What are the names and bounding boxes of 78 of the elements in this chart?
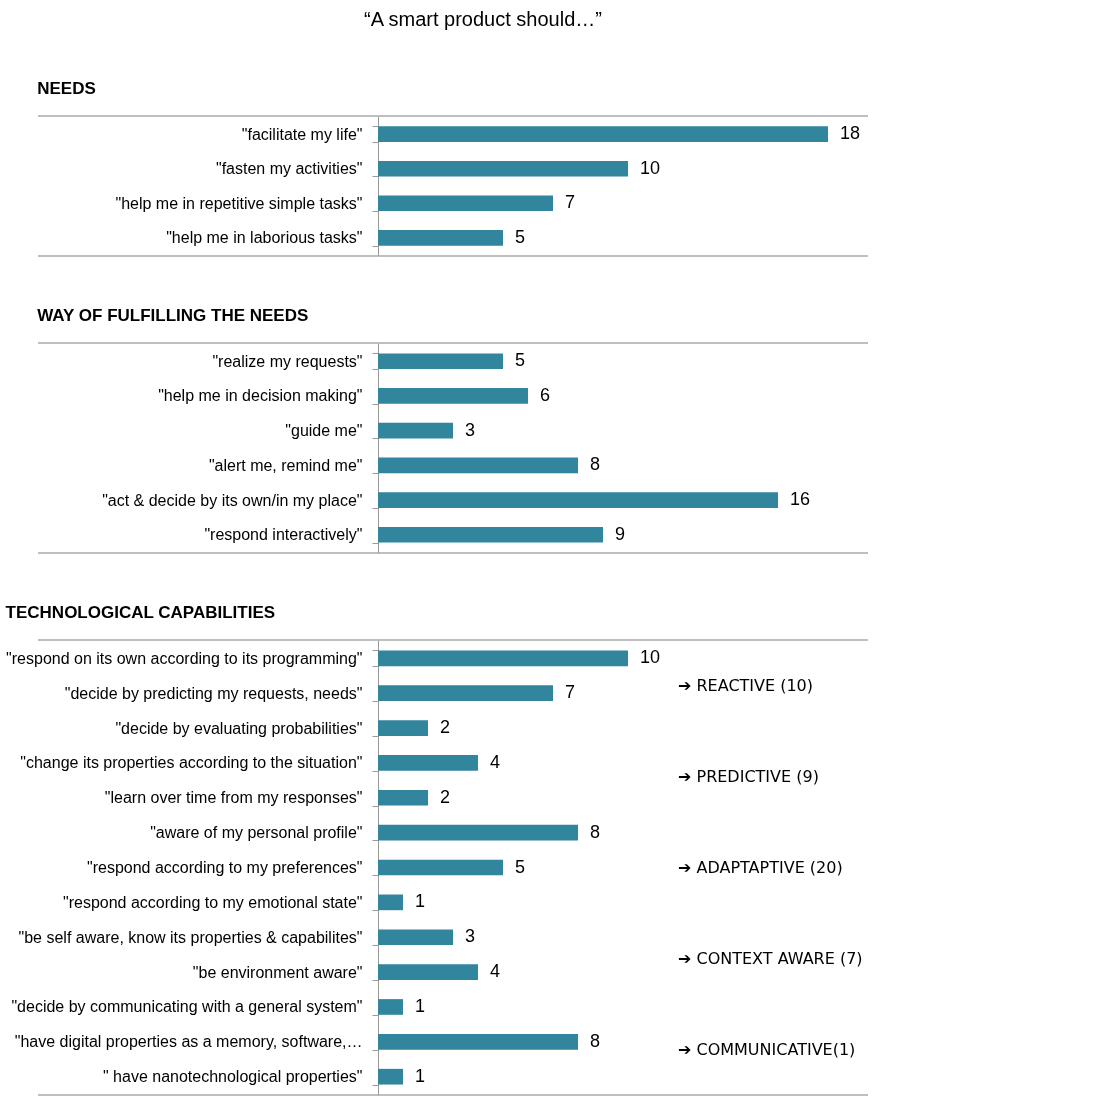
y-tick-label: "decide by predicting my requests, needs": [64, 684, 363, 702]
bar: [378, 195, 553, 212]
y-tick-label: "have digital properties as a memory, software,…: [14, 1033, 363, 1051]
data-label: 10: [640, 647, 661, 668]
text: TECHNOLOGICAL CAPABILITIES: [5, 603, 276, 622]
y-tick-label: "guide me": [285, 422, 363, 440]
bar: [378, 388, 528, 404]
data-label: 9: [615, 523, 626, 544]
data-label: 8: [590, 454, 601, 475]
y-tick-label: "fasten my activities": [215, 160, 363, 178]
bar: [378, 160, 628, 177]
text: ➔ ADAPTAPTIVE (20): [678, 857, 843, 877]
data-label: 10: [640, 157, 661, 178]
y-tick-label: "decide by evaluating probabilities": [115, 719, 363, 737]
bar: [378, 1033, 578, 1050]
bar: [378, 720, 428, 736]
data-label: 4: [490, 961, 501, 982]
y-tick-label: "act & decide by its own/in my place": [102, 491, 363, 509]
text: ➔ PREDICTIVE (9): [678, 766, 819, 786]
bar: [378, 929, 453, 946]
y-tick-label: "facilitate my life": [241, 125, 363, 143]
bar: [378, 1068, 403, 1085]
data-label: 7: [565, 192, 576, 213]
y-tick-label: "help me in repetitive simple tasks": [115, 194, 363, 212]
y-tick-label: "alert me, remind me": [208, 456, 363, 474]
bar: [378, 422, 453, 439]
bar: [378, 894, 403, 911]
y-tick-label: "aware of my personal profile": [150, 824, 363, 842]
data-label: 8: [590, 821, 601, 842]
data-label: 1: [415, 891, 426, 912]
data-label: 5: [515, 350, 526, 371]
bar: [378, 859, 503, 876]
bar: [378, 755, 478, 771]
bar: [378, 789, 428, 806]
data-label: 2: [440, 717, 451, 738]
text: NEEDS: [37, 79, 96, 98]
data-label: 1: [415, 1065, 426, 1086]
data-label: 5: [515, 226, 526, 247]
y-tick-label: "respond according to my preferences": [87, 859, 363, 876]
bar: [378, 685, 553, 702]
y-tick-label: "change its properties according to the situation": [20, 754, 363, 772]
data-label: 18: [840, 123, 861, 144]
bar: [378, 492, 778, 508]
data-label: 7: [565, 682, 576, 703]
text: ➔ REACTIVE (10): [678, 675, 814, 695]
y-tick-label: "help me in decision making": [158, 387, 363, 405]
y-tick-label: "realize my requests": [212, 352, 363, 370]
y-tick-label: "help me in laborious tasks": [166, 229, 363, 247]
y-tick-label: "respond on its own according to its programming": [6, 649, 363, 667]
data-label: 8: [590, 1030, 601, 1051]
y-tick-label: "be environment aware": [192, 963, 363, 981]
text: ➔ CONTEXT AWARE (7): [678, 948, 863, 968]
text: WAY OF FULFILLING THE NEEDS: [37, 306, 309, 325]
y-tick-label: " have nanotechnological properties": [102, 1068, 363, 1086]
bar: [378, 230, 503, 246]
data-label: 1: [415, 995, 426, 1016]
bar: [378, 126, 828, 142]
bar: [378, 353, 503, 370]
y-tick-label: "learn over time from my responses": [104, 789, 363, 807]
data-label: 16: [790, 489, 811, 510]
data-label: 3: [465, 419, 476, 440]
y-tick-label: "be self aware, know its properties & capabilites": [18, 928, 363, 946]
bar: [378, 824, 578, 841]
bar: [378, 999, 403, 1015]
bar: [378, 457, 578, 474]
bar: [378, 650, 628, 667]
y-tick-label: "decide by communicating with a general system": [11, 998, 363, 1016]
bar: [378, 964, 478, 980]
y-tick-label: "respond interactively": [204, 526, 363, 544]
text: ➔ COMMUNICATIVE(1): [678, 1039, 856, 1059]
text: “A smart product should…”: [364, 8, 602, 30]
bar: [378, 526, 603, 543]
data-label: 2: [440, 786, 451, 807]
data-label: 4: [490, 751, 501, 772]
y-tick-label: "respond according to my emotional state": [62, 893, 363, 911]
data-label: 6: [540, 384, 551, 405]
data-label: 3: [465, 926, 476, 947]
data-label: 5: [515, 856, 526, 877]
